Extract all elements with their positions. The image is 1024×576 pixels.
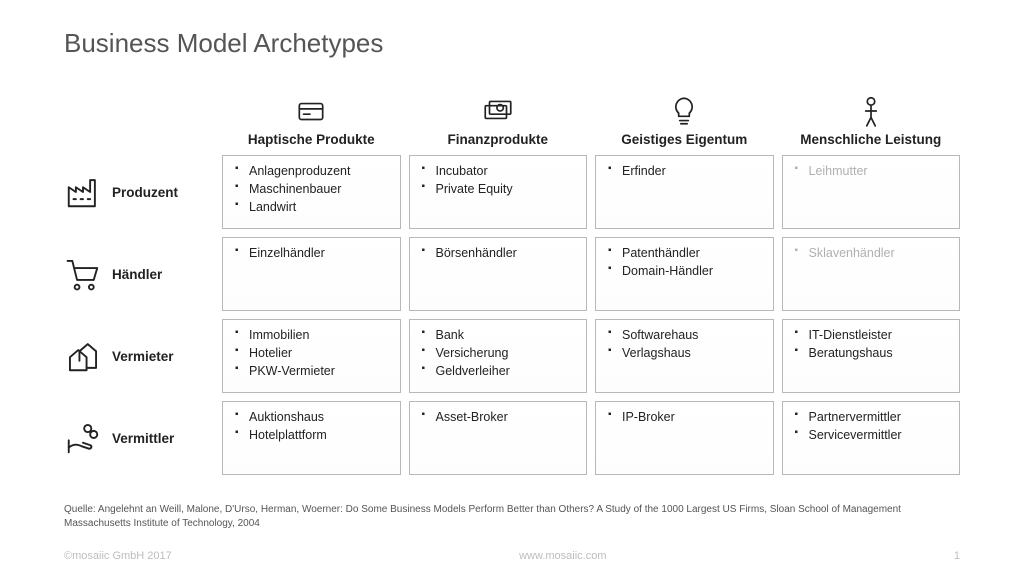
cell-item: Börsenhändler: [422, 244, 579, 262]
row-head-0: Produzent: [64, 155, 214, 229]
cell-0-2: Erfinder: [595, 155, 774, 229]
col-label: Haptische Produkte: [248, 132, 375, 147]
footer-right: 1: [954, 550, 960, 562]
source-citation: Quelle: Angelehnt an Weill, Malone, D'Ur…: [64, 503, 960, 530]
cell-1-1: Börsenhändler: [409, 237, 588, 311]
cell-2-2: SoftwarehausVerlagshaus: [595, 319, 774, 393]
cell-1-3: Sklavenhändler: [782, 237, 961, 311]
cell-item: Asset-Broker: [422, 408, 579, 426]
cash-icon: [481, 94, 515, 128]
cell-item: Domain-Händler: [608, 262, 765, 280]
cell-3-1: Asset-Broker: [409, 401, 588, 475]
cell-item: Bank: [422, 326, 579, 344]
cart-icon: [64, 255, 102, 293]
row-head-3: Vermittler: [64, 401, 214, 475]
cell-1-0: Einzelhändler: [222, 237, 401, 311]
cell-item: Sklavenhändler: [795, 244, 952, 262]
col-head-1: Finanzprodukte: [409, 77, 588, 147]
row-label: Händler: [112, 267, 162, 282]
houses-icon: [64, 337, 102, 375]
page-title: Business Model Archetypes: [64, 28, 960, 59]
footer-center: www.mosaiic.com: [519, 550, 606, 562]
cell-item: Partnervermittler: [795, 408, 952, 426]
cell-0-3: Leihmutter: [782, 155, 961, 229]
cell-item: Hotelier: [235, 344, 392, 362]
row-label: Vermieter: [112, 349, 174, 364]
cell-item: Erfinder: [608, 162, 765, 180]
cell-item: Geldverleiher: [422, 362, 579, 380]
factory-icon: [64, 173, 102, 211]
hand-coins-icon: [64, 419, 102, 457]
cell-item: Landwirt: [235, 198, 392, 216]
cell-item: PKW-Vermieter: [235, 362, 392, 380]
cell-item: Servicevermittler: [795, 426, 952, 444]
col-head-3: Menschliche Leistung: [782, 77, 961, 147]
row-label: Produzent: [112, 185, 178, 200]
cell-3-2: IP-Broker: [595, 401, 774, 475]
slide-footer: ©mosaiic GmbH 2017 www.mosaiic.com 1: [64, 550, 960, 562]
cell-item: Maschinenbauer: [235, 180, 392, 198]
cell-3-0: AuktionshausHotelplattform: [222, 401, 401, 475]
cell-item: Private Equity: [422, 180, 579, 198]
cell-0-0: AnlagenproduzentMaschinenbauerLandwirt: [222, 155, 401, 229]
cell-1-2: PatenthändlerDomain-Händler: [595, 237, 774, 311]
cell-item: Versicherung: [422, 344, 579, 362]
col-label: Geistiges Eigentum: [621, 132, 747, 147]
row-label: Vermittler: [112, 431, 174, 446]
cell-item: Anlagenproduzent: [235, 162, 392, 180]
cell-item: Einzelhändler: [235, 244, 392, 262]
cell-2-0: ImmobilienHotelierPKW-Vermieter: [222, 319, 401, 393]
cell-item: Softwarehaus: [608, 326, 765, 344]
cell-item: Hotelplattform: [235, 426, 392, 444]
cell-item: Patenthändler: [608, 244, 765, 262]
matrix-grid: Haptische Produkte Finanzprodukte Geisti…: [64, 77, 960, 475]
cell-item: Beratungshaus: [795, 344, 952, 362]
cell-item: Leihmutter: [795, 162, 952, 180]
row-head-1: Händler: [64, 237, 214, 311]
cell-0-1: IncubatorPrivate Equity: [409, 155, 588, 229]
cell-item: Immobilien: [235, 326, 392, 344]
person-icon: [854, 94, 888, 128]
col-head-2: Geistiges Eigentum: [595, 77, 774, 147]
col-label: Menschliche Leistung: [800, 132, 941, 147]
bulb-icon: [667, 94, 701, 128]
col-label: Finanzprodukte: [448, 132, 549, 147]
col-head-0: Haptische Produkte: [222, 77, 401, 147]
row-head-2: Vermieter: [64, 319, 214, 393]
cell-item: Verlagshaus: [608, 344, 765, 362]
cell-2-3: IT-DienstleisterBeratungshaus: [782, 319, 961, 393]
cell-item: Auktionshaus: [235, 408, 392, 426]
grid-corner: [64, 77, 214, 147]
cell-2-1: BankVersicherungGeldverleiher: [409, 319, 588, 393]
card-icon: [294, 94, 328, 128]
cell-item: IT-Dienstleister: [795, 326, 952, 344]
cell-3-3: PartnervermittlerServicevermittler: [782, 401, 961, 475]
cell-item: Incubator: [422, 162, 579, 180]
cell-item: IP-Broker: [608, 408, 765, 426]
footer-left: ©mosaiic GmbH 2017: [64, 550, 172, 562]
